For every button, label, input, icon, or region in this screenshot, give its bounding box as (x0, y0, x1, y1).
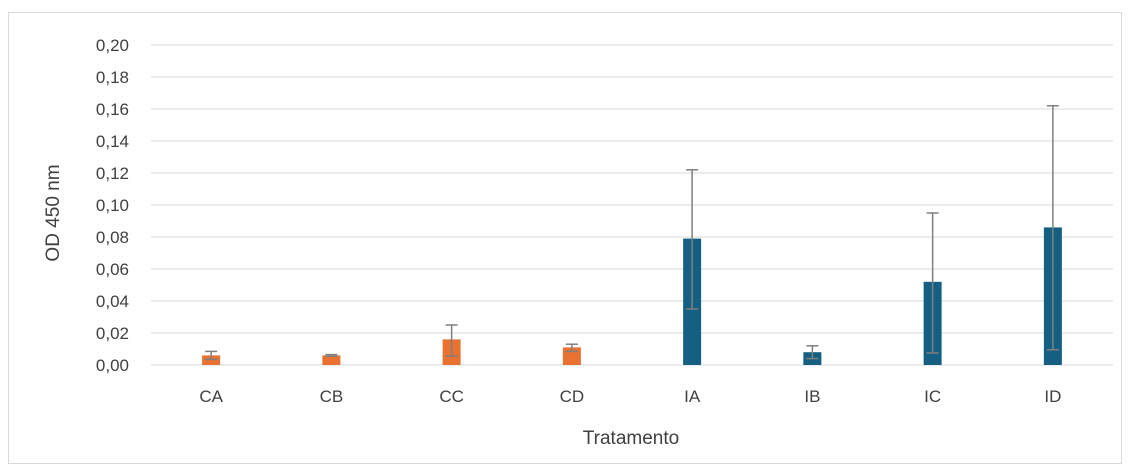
y-axis-label: OD 450 nm (43, 164, 64, 261)
x-tick-label: CA (199, 387, 223, 406)
error-bars (205, 105, 1059, 361)
x-axis-label: Tratamento (583, 428, 679, 449)
y-tick-label: 0,08 (96, 228, 129, 247)
y-tick-label: 0,00 (96, 356, 129, 375)
bar (322, 355, 341, 365)
chart-frame: 0,00 0,02 0,04 0,06 0,08 0,10 0,12 0,14 0,16 0,18… (8, 12, 1122, 464)
y-tick-label: 0,10 (96, 196, 129, 215)
x-tick-label: IB (804, 387, 820, 406)
x-tick-label: ID (1044, 387, 1061, 406)
y-tick-label: 0,18 (96, 68, 129, 87)
x-axis-ticks: CA CB CC CD IA IB IC ID (199, 387, 1061, 406)
x-tick-label: IC (924, 387, 941, 406)
y-tick-label: 0,02 (96, 324, 129, 343)
x-tick-label: CD (560, 387, 585, 406)
gridlines (151, 44, 1113, 366)
x-tick-label: CC (439, 387, 464, 406)
y-tick-label: 0,20 (96, 36, 129, 55)
bar (202, 355, 221, 365)
y-tick-label: 0,12 (96, 164, 129, 183)
y-tick-label: 0,06 (96, 260, 129, 279)
y-axis-ticks: 0,00 0,02 0,04 0,06 0,08 0,10 0,12 0,14 0,16 0,18… (96, 36, 129, 375)
x-tick-label: CB (320, 387, 344, 406)
bar-chart: 0,00 0,02 0,04 0,06 0,08 0,10 0,12 0,14 0,16 0,18… (43, 36, 1113, 449)
y-tick-label: 0,16 (96, 100, 129, 119)
y-tick-label: 0,04 (96, 292, 129, 311)
y-tick-label: 0,14 (96, 132, 129, 151)
x-tick-label: IA (684, 387, 701, 406)
